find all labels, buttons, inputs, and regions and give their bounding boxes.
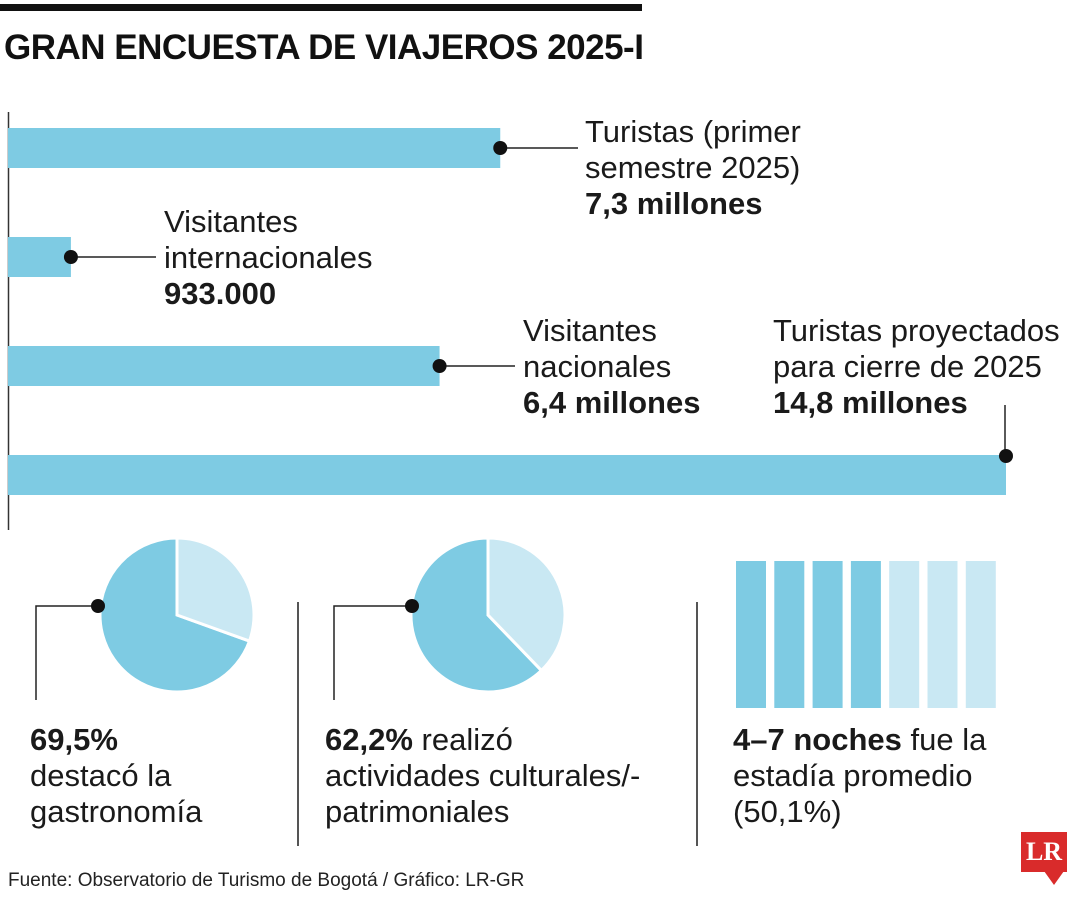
bar-0 xyxy=(8,128,501,168)
stat-cultura: 62,2% realizó actividades culturales/- p… xyxy=(325,722,641,829)
night-unit-4 xyxy=(889,561,920,708)
divider-1 xyxy=(297,602,299,846)
lr-logo: LR xyxy=(1021,832,1067,872)
stat-value-cultura: 62,2% xyxy=(325,722,413,757)
stat-value-noches: 4–7 noches xyxy=(733,722,902,757)
lr-logo-tail xyxy=(1044,871,1064,885)
night-unit-1 xyxy=(774,561,805,708)
divider-2 xyxy=(696,602,698,846)
pie-0-slice-0 xyxy=(98,536,252,694)
stat-gastronomia: 69,5% destacó la gastronomía xyxy=(30,722,203,829)
pie-1-slice-1 xyxy=(486,536,567,673)
bar-2 xyxy=(8,346,440,386)
night-unit-5 xyxy=(927,561,958,708)
pie-0-leader xyxy=(35,605,98,700)
night-unit-6 xyxy=(965,561,996,708)
pie-0-slice-1 xyxy=(175,536,256,644)
bar-label-turistas: Turistas (primer semestre 2025) 7,3 mill… xyxy=(585,114,801,221)
bar-label-proyectados: Turistas proyectados para cierre de 2025… xyxy=(773,313,1060,420)
night-unit-2 xyxy=(812,561,843,708)
source-note: Fuente: Observatorio de Turismo de Bogot… xyxy=(8,870,525,891)
bar-value-nacionales: 6,4 millones xyxy=(523,385,701,420)
chart-title: GRAN ENCUESTA DE VIAJEROS 2025-I xyxy=(4,28,644,67)
bar-dot-1 xyxy=(63,250,78,264)
pie-0-dot xyxy=(91,599,105,613)
bar-chart xyxy=(8,128,1013,495)
bar-3 xyxy=(8,455,1006,495)
bar-label-nacionales: Visitantes nacionales 6,4 millones xyxy=(523,313,701,420)
night-unit-3 xyxy=(850,561,881,708)
bar-dot-0 xyxy=(493,141,508,155)
night-unit-0 xyxy=(736,561,766,708)
bar-dot-3 xyxy=(999,449,1013,463)
pie-1-slice-0 xyxy=(409,536,544,694)
bar-value-turistas: 7,3 millones xyxy=(585,186,763,221)
pie-1-dot xyxy=(405,599,419,613)
pie-1-leader xyxy=(333,605,412,700)
top-rule xyxy=(0,4,642,11)
bar-dot-2 xyxy=(432,359,447,373)
stat-value-gastronomia: 69,5% xyxy=(30,722,118,757)
bar-label-internacionales: Visitantes internacionales 933.000 xyxy=(164,204,373,311)
bar-value-internacionales: 933.000 xyxy=(164,276,277,311)
bar-1 xyxy=(8,237,71,277)
nights-pictogram xyxy=(736,561,996,708)
stat-noches: 4–7 noches fue la estadía promedio (50,1… xyxy=(733,722,987,829)
pie-charts xyxy=(35,536,567,700)
bar-value-proyectados: 14,8 millones xyxy=(773,385,968,420)
